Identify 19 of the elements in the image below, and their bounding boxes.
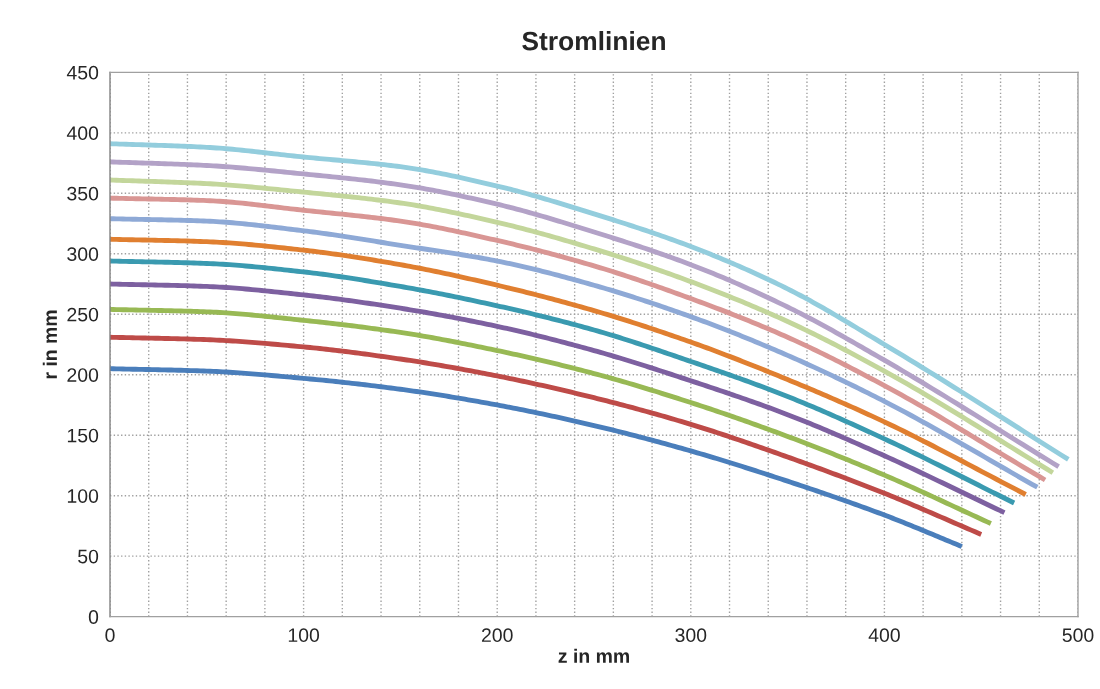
y-tick-label: 0 xyxy=(88,610,99,624)
y-tick-label: 150 xyxy=(67,428,99,443)
y-axis-title: r in mm xyxy=(42,310,57,379)
chart-title: Stromlinien xyxy=(522,31,665,51)
y-tick-label: 100 xyxy=(67,489,99,503)
x-tick-label: 200 xyxy=(481,628,513,643)
y-tick-label: 200 xyxy=(67,368,99,382)
x-axis-title: z in mm xyxy=(558,648,629,663)
x-tick-label: 300 xyxy=(675,628,707,643)
y-tick-label: 250 xyxy=(67,307,99,322)
y-tick-label: 300 xyxy=(67,247,99,262)
x-tick-label: 500 xyxy=(1062,628,1094,643)
y-tick-label: 350 xyxy=(67,186,99,201)
x-tick-label: 100 xyxy=(288,628,320,643)
y-tick-label: 400 xyxy=(66,126,99,141)
x-tick-label: 400 xyxy=(868,628,900,643)
x-tick-label: 0 xyxy=(105,628,115,643)
y-tick-label: 50 xyxy=(78,549,99,564)
y-tick-label: 450 xyxy=(66,65,99,80)
